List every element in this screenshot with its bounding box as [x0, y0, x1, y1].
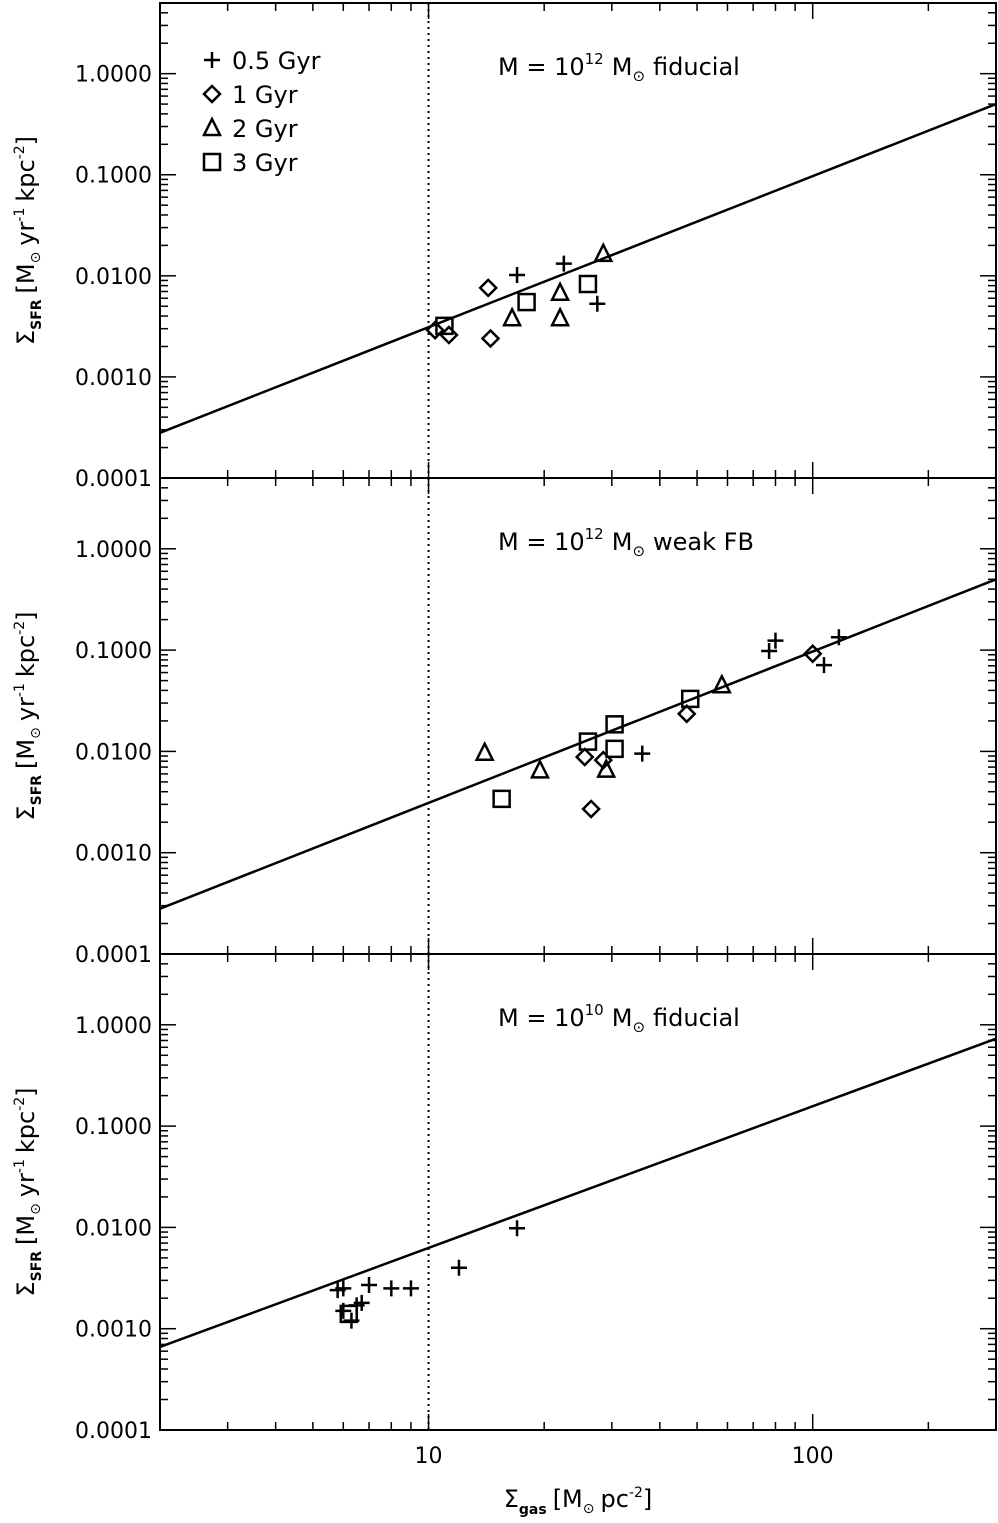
fit-line [159, 1037, 997, 1349]
fit-line [159, 102, 997, 434]
y-tick-label: 1.0000 [75, 538, 152, 563]
panel-title: M = 1012 M⊙ fiducial [498, 50, 740, 85]
panel-3: 0.0001 0.0010 0.0100 0.1000 1.0000 M = 1010 M⊙… [12, 953, 997, 1444]
data-point [830, 629, 847, 646]
data-point [480, 328, 501, 349]
data-point [676, 704, 697, 724]
y-tick-label: 0.0100 [75, 1216, 152, 1241]
legend-label: 1 Gyr [232, 81, 298, 109]
fit-line [159, 578, 997, 910]
y-tick-label: 1.0000 [75, 63, 152, 88]
series-plus [634, 629, 847, 762]
y-tick-label: 0.0010 [75, 842, 152, 867]
series-triangle [474, 673, 732, 779]
data-point [339, 1304, 359, 1324]
y-tick-label: 0.0001 [75, 943, 152, 968]
y-tick-label: 0.1000 [75, 1115, 152, 1140]
data-point [605, 739, 624, 759]
axes-frame [159, 953, 997, 1431]
series-plus [509, 255, 606, 312]
data-point [593, 242, 614, 263]
y-tick-label: 0.0100 [75, 740, 152, 765]
data-point [555, 255, 572, 272]
y-axis-title: ΣSFR[M⊙yr-1kpc-2] [12, 1087, 45, 1296]
series-square [339, 1304, 359, 1324]
panel-1: 0.0001 0.0010 0.0100 0.1000 1.0000 M = 1012 M⊙… [12, 2, 997, 492]
data-point [353, 1294, 370, 1311]
legend-marker [204, 52, 220, 68]
y-tick-label: 0.0100 [75, 265, 152, 290]
series-diamond [425, 278, 501, 349]
data-point [574, 747, 595, 767]
legend-marker [202, 152, 222, 172]
data-point [402, 1280, 419, 1297]
x-tick-label: 100 [792, 1444, 834, 1469]
data-point [509, 266, 526, 283]
panel-title: M = 1012 M⊙ weak FB [498, 525, 754, 560]
y-tick-label: 0.0001 [75, 1419, 152, 1444]
plot-area: 0.0001 0.0010 0.0100 0.1000 1.0000 M = 1012 M⊙… [12, 2, 997, 1518]
data-point [634, 745, 651, 762]
panel-title: M = 1010 M⊙ fiducial [498, 1001, 740, 1036]
legend: 0.5 Gyr 1 Gyr 2 Gyr 3 Gyr [201, 47, 321, 177]
y-axis-title: ΣSFR[M⊙yr-1kpc-2] [12, 611, 45, 820]
y-tick-label: 0.1000 [75, 639, 152, 664]
legend-label: 0.5 Gyr [232, 47, 321, 75]
data-point [361, 1277, 378, 1293]
x-axis-title: Σgas [M⊙ pc-2] [504, 1485, 653, 1518]
data-point [517, 292, 536, 312]
y-tick-label: 0.0001 [75, 467, 152, 492]
legend-marker [202, 84, 222, 104]
data-point [509, 1220, 526, 1237]
data-point [502, 306, 523, 327]
data-point [474, 740, 495, 761]
data-point [578, 732, 598, 751]
data-point [450, 1259, 467, 1276]
x-tick-label: 10 [415, 1444, 443, 1469]
legend-label: 2 Gyr [232, 115, 298, 143]
data-point [581, 799, 601, 819]
data-point [550, 306, 571, 327]
data-point [550, 280, 571, 302]
data-point [680, 689, 700, 709]
data-point [767, 632, 784, 649]
data-point [439, 325, 459, 345]
data-point [596, 757, 617, 778]
y-axis-title: ΣSFR[M⊙yr-1kpc-2] [12, 136, 45, 345]
legend-marker [201, 116, 223, 137]
data-point [711, 673, 732, 694]
series-square [435, 274, 598, 336]
panel-2: 0.0001 0.0010 0.0100 0.1000 1.0000 M = 1012 M⊙… [12, 477, 997, 968]
data-point [578, 274, 598, 294]
data-point [529, 758, 550, 779]
y-tick-label: 0.0010 [75, 1318, 152, 1343]
y-tick-label: 1.0000 [75, 1014, 152, 1039]
data-point [425, 320, 445, 340]
data-point [761, 642, 778, 659]
data-point [605, 715, 624, 734]
data-point [478, 278, 498, 298]
y-tick-label: 0.1000 [75, 164, 152, 189]
data-point [802, 644, 823, 664]
data-point [383, 1280, 400, 1297]
data-point [492, 789, 511, 809]
legend-label: 3 Gyr [232, 149, 298, 177]
y-tick-label: 0.0010 [75, 366, 152, 391]
data-point [815, 657, 832, 674]
series-square [492, 689, 700, 809]
data-point [589, 295, 606, 312]
series-triangle [502, 242, 614, 327]
data-point [435, 316, 454, 336]
data-point [335, 1280, 352, 1297]
